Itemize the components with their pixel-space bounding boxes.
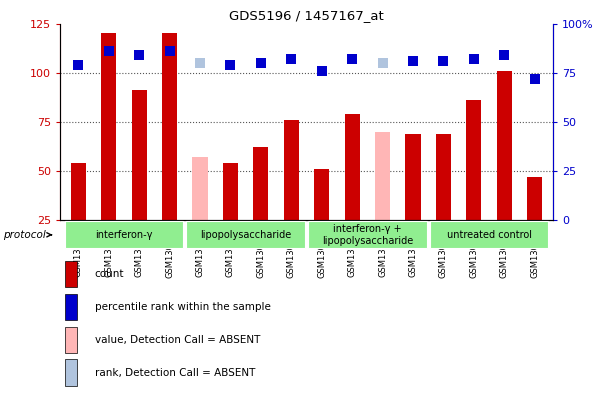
- Text: percentile rank within the sample: percentile rank within the sample: [94, 302, 270, 312]
- Text: value, Detection Call = ABSENT: value, Detection Call = ABSENT: [94, 335, 260, 345]
- Bar: [71, 163, 86, 269]
- Bar: [406, 134, 421, 269]
- Bar: [527, 177, 542, 269]
- Text: count: count: [94, 269, 124, 279]
- Text: untreated control: untreated control: [447, 230, 531, 240]
- Bar: [65, 360, 78, 386]
- Text: interferon-γ: interferon-γ: [95, 230, 153, 240]
- Bar: [436, 134, 451, 269]
- Text: protocol: protocol: [3, 230, 52, 240]
- Point: [135, 52, 144, 58]
- Title: GDS5196 / 1457167_at: GDS5196 / 1457167_at: [229, 9, 384, 22]
- Bar: [430, 221, 548, 248]
- Bar: [253, 147, 269, 269]
- Point: [165, 48, 174, 54]
- Bar: [65, 294, 78, 320]
- Bar: [284, 120, 299, 269]
- Bar: [496, 71, 512, 269]
- Bar: [162, 33, 177, 269]
- Text: rank, Detection Call = ABSENT: rank, Detection Call = ABSENT: [94, 367, 255, 378]
- Point: [104, 48, 114, 54]
- Bar: [223, 163, 238, 269]
- Bar: [186, 221, 305, 248]
- Point: [530, 75, 540, 82]
- Bar: [375, 132, 390, 269]
- Text: interferon-γ +
lipopolysaccharide: interferon-γ + lipopolysaccharide: [322, 224, 413, 246]
- Bar: [65, 327, 78, 353]
- Text: lipopolysaccharide: lipopolysaccharide: [200, 230, 291, 240]
- Bar: [344, 114, 360, 269]
- Point: [225, 62, 235, 68]
- Point: [439, 58, 448, 64]
- Bar: [101, 33, 117, 269]
- Point: [287, 56, 296, 62]
- Point: [256, 60, 266, 66]
- Bar: [308, 221, 427, 248]
- Point: [469, 56, 478, 62]
- Point: [499, 52, 509, 58]
- Point: [195, 60, 205, 66]
- Bar: [192, 157, 207, 269]
- Bar: [132, 90, 147, 269]
- Point: [347, 56, 357, 62]
- Bar: [65, 221, 183, 248]
- Bar: [466, 100, 481, 269]
- Point: [378, 60, 388, 66]
- Point: [317, 68, 326, 74]
- Point: [73, 62, 83, 68]
- Bar: [65, 261, 78, 287]
- Point: [408, 58, 418, 64]
- Bar: [314, 169, 329, 269]
